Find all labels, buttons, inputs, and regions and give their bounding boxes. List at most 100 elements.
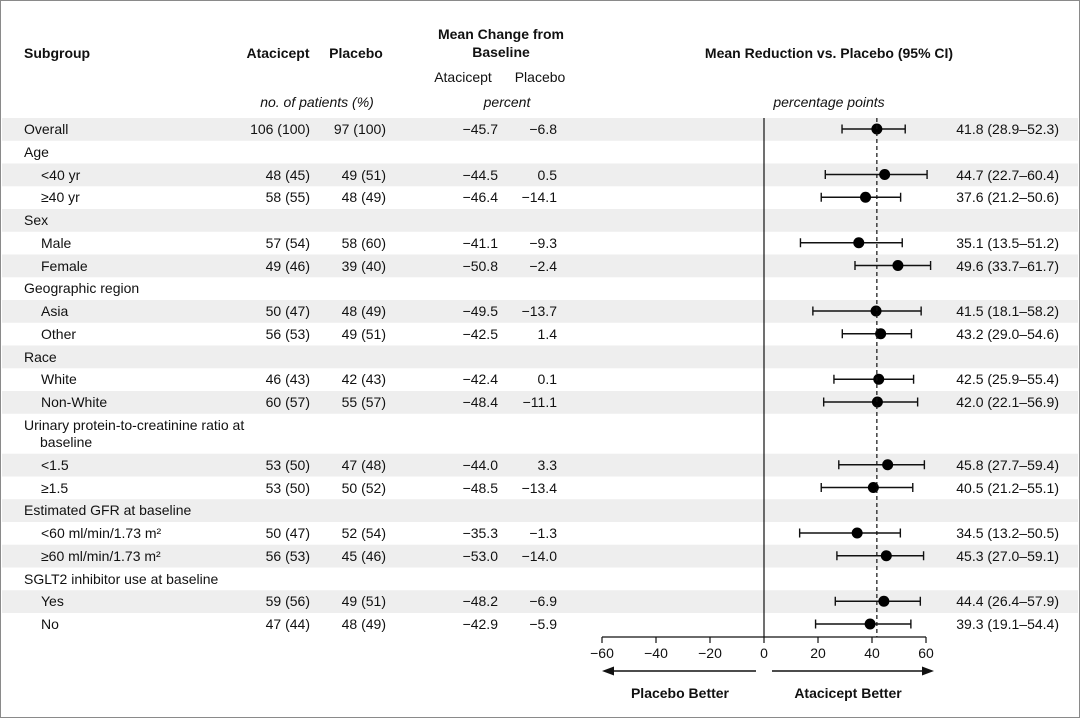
row-label: ≥60 ml/min/1.73 m² — [41, 547, 161, 564]
change-cell: −6.9 — [529, 593, 557, 610]
count-cell: 45 (46) — [341, 547, 386, 564]
header: Subgroup — [24, 45, 91, 61]
header: Atacicept — [434, 69, 492, 85]
row-band — [2, 499, 1078, 522]
ci-label: 44.7 (22.7–60.4) — [956, 166, 1059, 183]
count-cell: 58 (55) — [265, 189, 310, 206]
point-estimate — [892, 260, 904, 271]
header: Placebo — [514, 69, 566, 85]
row-label: Yes — [41, 593, 64, 610]
x-tick-label: −20 — [698, 645, 722, 661]
arrow-head — [922, 666, 934, 676]
ci-label: 35.1 (13.5–51.2) — [956, 234, 1059, 251]
point-estimate — [873, 373, 885, 385]
change-cell: −44.0 — [462, 456, 498, 473]
row-band — [2, 391, 1078, 414]
count-cell: 49 (46) — [265, 257, 310, 274]
direction-label: Atacicept Better — [794, 685, 902, 701]
change-cell: −42.4 — [462, 371, 498, 388]
row-label: Asia — [41, 303, 69, 319]
count-cell: 55 (57) — [341, 394, 386, 410]
header: Placebo — [329, 45, 383, 61]
row-label: <1.5 — [41, 456, 69, 473]
point-estimate — [870, 305, 882, 317]
count-cell: 49 (51) — [341, 166, 386, 183]
group-label: Geographic region — [24, 280, 140, 297]
count-cell: 56 (53) — [265, 325, 310, 342]
row-label: ≥1.5 — [41, 479, 69, 496]
row-label: Overall — [24, 121, 69, 137]
group-label: SGLT2 inhibitor use at baseline — [24, 570, 219, 587]
row-label: ≥40 yr — [41, 189, 80, 206]
change-cell: −41.1 — [462, 234, 498, 251]
group-label: Urinary protein-to-creatinine ratio at b… — [24, 416, 245, 450]
point-estimate — [882, 459, 894, 471]
row-band — [2, 118, 1078, 141]
count-cell: 39 (40) — [341, 257, 386, 274]
change-cell: −53.0 — [462, 547, 498, 564]
row-band — [2, 453, 1078, 477]
point-estimate — [879, 169, 891, 180]
count-cell: 48 (49) — [341, 189, 386, 206]
group-label: Estimated GFR at baseline — [24, 502, 192, 519]
row-label: <60 ml/min/1.73 m² — [41, 525, 162, 541]
change-cell: −1.3 — [529, 525, 557, 541]
x-tick-label: 60 — [918, 645, 934, 661]
x-tick-label: 20 — [810, 645, 826, 661]
change-cell: −13.7 — [521, 303, 557, 319]
count-cell: 52 (54) — [341, 525, 386, 541]
ci-label: 42.5 (25.9–55.4) — [956, 371, 1059, 388]
row-band — [2, 209, 1078, 232]
arrow-head — [602, 666, 614, 676]
group-label: Age — [24, 143, 49, 160]
ci-label: 45.3 (27.0–59.1) — [956, 547, 1059, 564]
change-cell: 0.5 — [537, 166, 557, 183]
count-cell: 49 (51) — [341, 325, 386, 342]
change-cell: −50.8 — [462, 257, 498, 274]
x-tick-label: 40 — [864, 645, 880, 661]
change-cell: 3.3 — [537, 456, 557, 473]
row-label: No — [41, 616, 59, 632]
row-band — [2, 163, 1078, 187]
point-estimate — [853, 237, 865, 249]
ci-label: 37.6 (21.2–50.6) — [956, 189, 1059, 206]
x-tick-label: −60 — [590, 645, 614, 661]
change-cell: −6.8 — [529, 121, 557, 137]
change-cell: −2.4 — [529, 257, 557, 274]
count-cell: 53 (50) — [265, 479, 310, 496]
row-band — [2, 345, 1078, 369]
x-tick-label: 0 — [760, 645, 768, 661]
change-cell: 0.1 — [537, 371, 557, 388]
point-estimate — [851, 527, 863, 539]
row-band — [2, 544, 1078, 568]
unit-label: percent — [483, 94, 531, 110]
count-cell: 48 (49) — [341, 616, 386, 632]
point-estimate — [880, 550, 892, 562]
ci-label: 49.6 (33.7–61.7) — [956, 257, 1059, 274]
unit-label: no. of patients (%) — [260, 94, 374, 110]
change-cell: −46.4 — [462, 189, 498, 206]
x-axis-label: percentage points — [773, 94, 885, 110]
row-band — [2, 590, 1078, 613]
ci-label: 43.2 (29.0–54.6) — [956, 325, 1059, 342]
change-cell: −5.9 — [529, 616, 557, 632]
ci-label: 41.8 (28.9–52.3) — [956, 121, 1059, 137]
count-cell: 47 (48) — [341, 456, 386, 473]
ci-label: 39.3 (19.1–54.4) — [956, 616, 1059, 632]
change-cell: −44.5 — [462, 166, 498, 183]
change-cell: −14.1 — [521, 189, 557, 206]
ci-label: 40.5 (21.2–55.1) — [956, 479, 1059, 496]
ci-label: 44.4 (26.4–57.9) — [956, 593, 1059, 610]
point-estimate — [878, 595, 890, 607]
count-cell: 50 (47) — [265, 303, 310, 319]
count-cell: 48 (49) — [341, 303, 386, 319]
row-label: Male — [41, 234, 72, 251]
change-cell: 1.4 — [537, 325, 557, 342]
change-cell: −9.3 — [529, 234, 557, 251]
change-cell: −42.5 — [462, 325, 498, 342]
row-band — [2, 254, 1078, 278]
change-cell: −49.5 — [462, 303, 498, 319]
ci-label: 41.5 (18.1–58.2) — [956, 303, 1059, 319]
